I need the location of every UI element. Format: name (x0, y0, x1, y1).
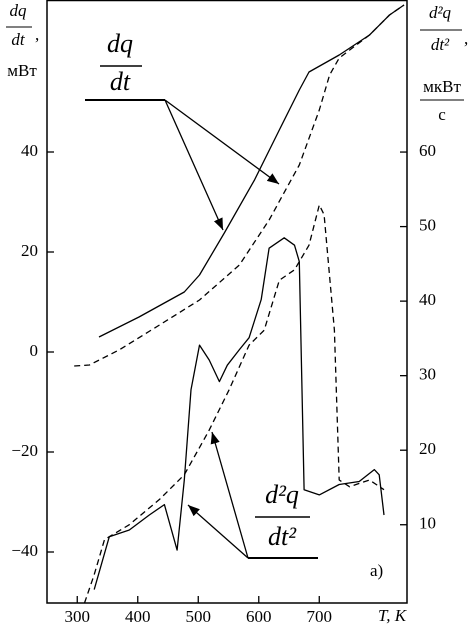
y-tick-label: −20 (11, 441, 38, 460)
annotation-den: dt² (268, 522, 297, 551)
x-tick-label: 400 (125, 607, 151, 626)
plot-frame (46, 0, 408, 604)
x-axis-label: T, K (378, 606, 408, 625)
y2-tick-label: 60 (419, 141, 436, 160)
curve (83, 204, 385, 604)
arrow (187, 504, 249, 559)
y-tick-label: 40 (21, 141, 38, 160)
y-tick-label: −40 (11, 541, 38, 560)
y-label-sep: , (35, 25, 39, 44)
arrow (164, 99, 280, 185)
x-tick-label: 300 (65, 607, 91, 626)
y2-tick-label: 50 (419, 215, 436, 234)
annotation-den: dt (110, 67, 131, 96)
y-label-unit: мВт (7, 61, 37, 80)
y2-label-unit-num: мкВт (423, 77, 461, 96)
curve (98, 4, 405, 338)
y2-tick-label: 30 (419, 365, 436, 384)
annotation-num: d²q (265, 480, 299, 509)
x-tick-label: 700 (307, 607, 333, 626)
x-tick-label: 500 (186, 607, 212, 626)
curve (74, 4, 405, 367)
y2-label-sep: , (464, 29, 468, 48)
arrow (164, 99, 224, 231)
y-label-num: dq (10, 1, 28, 20)
y-tick-label: 20 (21, 241, 38, 260)
panel-label: а) (370, 561, 383, 580)
y2-label-num: d²q (429, 3, 452, 22)
y2-tick-label: 40 (419, 290, 436, 309)
y2-tick-label: 10 (419, 514, 436, 533)
annotation-num: dq (107, 29, 133, 58)
y-label-den: dt (11, 30, 26, 49)
x-tick-label: 600 (246, 607, 272, 626)
y2-label-den: dt² (431, 35, 450, 54)
y-tick-label: 0 (30, 341, 39, 360)
y2-label-unit-den: с (438, 105, 446, 124)
arrow (210, 431, 249, 559)
curve (93, 237, 385, 590)
y2-tick-label: 20 (419, 439, 436, 458)
